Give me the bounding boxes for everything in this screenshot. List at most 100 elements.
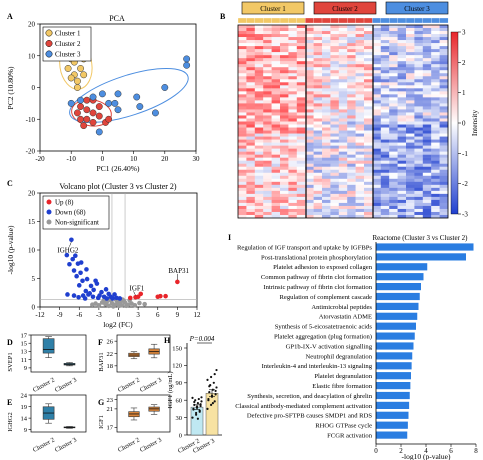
heatmap-cell	[406, 211, 415, 216]
heatmap-cell	[372, 157, 381, 161]
heatmap-cell	[406, 85, 415, 89]
heatmap-cell	[305, 49, 314, 53]
heatmap-cell	[406, 172, 415, 176]
heatmap-cell	[305, 202, 314, 207]
heatmap-cell	[238, 58, 247, 62]
heatmap-cell	[414, 172, 423, 176]
heatmap-cell	[380, 112, 390, 116]
heatmap-group-cell	[372, 17, 382, 24]
panel-b: B Cluster 1 Cluster 2 Cluster 3 3210-1-2…	[220, 1, 479, 219]
heatmap-cell	[254, 151, 264, 155]
legend-label-up: Up (8)	[55, 199, 74, 207]
heatmap-cell	[305, 211, 314, 216]
heatmap-cell	[372, 55, 381, 59]
heatmap-cell	[347, 112, 356, 116]
heatmap-cell	[271, 130, 281, 134]
heatmap-cell	[330, 205, 339, 210]
a-ytick-label: 10	[28, 52, 36, 60]
heatmap-cell	[364, 73, 373, 77]
heatmap-cell	[313, 31, 323, 35]
heatmap-cell	[254, 214, 264, 219]
heatmap-cell	[271, 154, 281, 158]
heatmap-cell	[406, 163, 415, 167]
heatmap-cell	[380, 64, 390, 68]
c-xtick-label: 9	[176, 311, 180, 319]
heatmap-cell	[355, 211, 365, 216]
heatmap-cell	[422, 115, 432, 119]
heatmap-cell	[439, 106, 449, 110]
c-ytick-label: 5	[32, 275, 36, 283]
heatmap-cell	[414, 151, 423, 155]
heatmap-cell	[431, 214, 440, 219]
heatmap-cell	[364, 61, 373, 65]
heatmap-cell	[238, 46, 247, 50]
heatmap-cell	[422, 136, 432, 140]
heatmap-cell	[305, 205, 314, 210]
heatmap-cell	[288, 73, 297, 77]
heatmap-cell	[347, 130, 356, 134]
i-bar	[376, 253, 466, 261]
heatmap-cell	[355, 178, 365, 183]
i-category-label: Interleukin-4 and interleukin-13 signali…	[262, 363, 373, 370]
heatmap-cell	[414, 133, 423, 137]
heatmap-cell	[439, 148, 449, 152]
heatmap-cell	[330, 91, 339, 95]
heatmap-group-cell	[414, 17, 424, 24]
h-point	[200, 400, 203, 403]
box-ytick-label: 15	[21, 341, 28, 348]
panel-c-xlabel: log2 (FC)	[103, 320, 133, 329]
heatmap-cell	[422, 178, 432, 183]
i-category-label: Neutrophil degranulation	[306, 353, 373, 360]
heatmap-cell	[280, 211, 289, 216]
heatmap-cell	[355, 193, 365, 198]
heatmap-cell	[288, 160, 297, 164]
c-ytick-label: 15	[28, 218, 36, 226]
heatmap-cell	[305, 148, 314, 152]
heatmap-cell	[322, 187, 331, 192]
heatmap-cell	[347, 106, 356, 110]
heatmap-cell	[296, 49, 306, 53]
heatmap-cell	[280, 169, 289, 173]
heatmap-cell	[280, 103, 289, 107]
heatmap-cell	[305, 196, 314, 201]
legend-marker-cluster2	[45, 40, 53, 47]
heatmap-cell	[330, 148, 339, 152]
heatmap-cell	[406, 136, 415, 140]
heatmap-cell	[338, 67, 348, 71]
heatmap-cell	[305, 199, 314, 204]
heatmap-cell	[288, 79, 297, 83]
heatmap-cell	[280, 196, 289, 201]
heatmap-cell	[330, 82, 339, 86]
panel-a-legend: Cluster 1 Cluster 2 Cluster 3	[42, 26, 92, 62]
heatmap-cell	[389, 49, 398, 53]
heatmap-group-cell	[389, 17, 398, 24]
heatmap-cell	[305, 88, 314, 92]
heatmap-cell	[238, 151, 247, 155]
heatmap-cell	[372, 127, 381, 131]
heatmap-cell	[347, 115, 356, 119]
heatmap-cell	[414, 52, 423, 56]
heatmap-cell	[439, 55, 449, 59]
heatmap-cell	[305, 115, 314, 119]
h-bar	[190, 406, 204, 436]
a-point-cluster3	[151, 109, 159, 117]
heatmap-cell	[263, 64, 272, 68]
heatmap-cell	[313, 202, 323, 207]
heatmap-cell	[280, 85, 289, 89]
heatmap-cell	[246, 190, 255, 195]
i-category-label: Synthesis, secretion, and deacylation of…	[247, 393, 372, 400]
heatmap-cell	[389, 67, 398, 71]
heatmap-cell	[313, 43, 323, 47]
i-bar	[376, 401, 410, 409]
heatmap-cell	[389, 121, 398, 125]
heatmap-cell	[338, 28, 348, 32]
heatmap-cell	[330, 34, 339, 38]
heatmap-cell	[322, 43, 331, 47]
heatmap-cell	[355, 202, 365, 207]
heatmap-cell	[288, 145, 297, 149]
a-point-cluster2	[83, 106, 91, 114]
heatmap-cell	[322, 127, 331, 131]
heatmap-cell	[238, 79, 247, 83]
